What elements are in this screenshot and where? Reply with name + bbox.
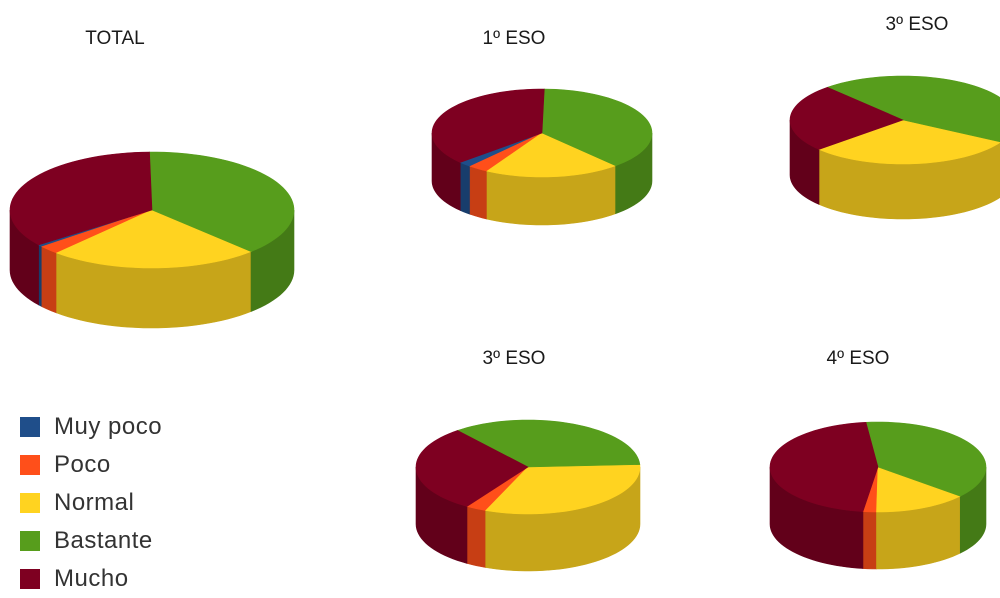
pie-slice-normal	[486, 132, 617, 178]
pie-slice-normal	[485, 464, 641, 515]
pie-side	[415, 466, 641, 572]
pie-slice-mucho	[9, 151, 153, 246]
pie-chart-2: 1º ESO	[431, 28, 653, 226]
pie-slice-bastante	[865, 421, 987, 497]
pie-side-poco	[862, 511, 877, 570]
pie-slice-mucho	[769, 421, 879, 512]
chart-title: 1º ESO	[483, 28, 546, 49]
legend-swatch	[20, 531, 40, 551]
pie-chart-5: 4º ESO	[769, 348, 987, 570]
pie-chart-3: 3º ESO	[789, 14, 1000, 220]
legend-item: Mucho	[20, 560, 162, 598]
legend-swatch	[20, 493, 40, 513]
pie-slice-bastante	[541, 88, 653, 167]
pie-slice-bastante	[456, 419, 641, 468]
legend: Muy poco Poco Normal Bastante Mucho	[20, 408, 162, 598]
legend-item: Normal	[20, 484, 162, 522]
legend-label: Muy poco	[54, 413, 163, 440]
pie-slice-bastante	[149, 151, 295, 252]
chart-title: 3º ESO	[483, 348, 546, 369]
chart-title: 3º ESO	[886, 14, 949, 35]
pie-slice-mucho	[431, 88, 545, 163]
pie-slice-normal	[818, 119, 1000, 165]
pie-slice-normal	[55, 209, 252, 269]
pie-side	[789, 119, 1000, 220]
pie-slice-mucho	[789, 86, 904, 150]
legend-label: Normal	[54, 489, 135, 516]
pie-slice-bastante	[826, 75, 1000, 143]
pie-side-poco	[466, 506, 486, 568]
legend-swatch	[20, 455, 40, 475]
legend-label: Bastante	[54, 527, 153, 554]
legend-item: Bastante	[20, 522, 162, 560]
pie-side-poco	[469, 165, 488, 220]
pie-slice-normal	[876, 466, 962, 513]
pie-side	[9, 209, 295, 329]
legend-swatch	[20, 417, 40, 437]
pie-side	[769, 466, 987, 570]
legend-swatch	[20, 569, 40, 589]
pie-side-muy-poco	[459, 161, 471, 215]
chart-title: TOTAL	[85, 28, 144, 49]
legend-label: Poco	[54, 451, 111, 478]
pie-chart-1: TOTAL	[9, 28, 295, 329]
pie-chart-4: 3º ESO	[415, 348, 641, 572]
legend-item: Muy poco	[20, 408, 162, 446]
pie-side	[431, 132, 653, 226]
pie-slice-mucho	[415, 430, 529, 507]
legend-item: Poco	[20, 446, 162, 484]
pie-side-poco	[41, 246, 57, 314]
legend-label: Mucho	[54, 565, 129, 592]
pie-side-muy-poco	[38, 244, 43, 308]
chart-title: 4º ESO	[827, 348, 890, 369]
